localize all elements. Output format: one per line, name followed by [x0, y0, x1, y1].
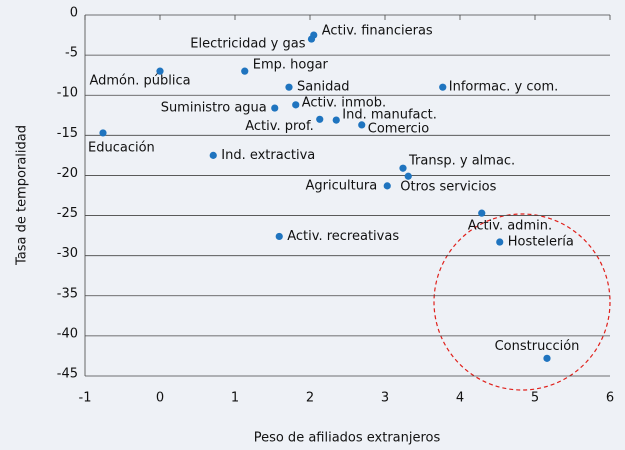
point	[292, 101, 300, 109]
y-tick-label: -35	[57, 286, 78, 301]
x-tick-label: 1	[231, 391, 239, 406]
point	[156, 67, 164, 75]
point-label: Transp. y almac.	[408, 154, 515, 169]
x-tick-label: 2	[306, 391, 314, 406]
y-tick-label: -5	[65, 46, 78, 61]
point-label: Hostelería	[508, 235, 574, 250]
point-label: Emp. hogar	[253, 58, 329, 73]
y-tick-label: -10	[57, 86, 78, 101]
point	[383, 182, 391, 190]
point-label: Ind. extractiva	[221, 148, 315, 163]
point	[275, 232, 283, 241]
point-label: Activ. financieras	[322, 24, 433, 39]
point	[543, 354, 551, 362]
x-tick-label: 3	[381, 391, 389, 406]
point-label: Activ. recreativas	[287, 229, 399, 244]
point-label: Suministro agua	[161, 101, 267, 116]
point	[404, 172, 412, 180]
x-tick-label: 0	[156, 391, 164, 406]
point	[285, 83, 293, 91]
y-tick-label: -25	[57, 206, 78, 221]
point-label: Sanidad	[297, 80, 350, 95]
point-label: Otros servicios	[400, 180, 496, 195]
y-tick-label: -40	[57, 326, 78, 341]
x-tick-label: -1	[79, 391, 92, 406]
point	[399, 164, 407, 172]
point	[332, 116, 340, 124]
point	[316, 115, 324, 123]
point-label: Activ. admin.	[468, 219, 552, 234]
point-label: Admón. pública	[89, 74, 190, 89]
point-label: Activ. prof.	[245, 119, 314, 134]
x-tick-label: 5	[531, 391, 539, 406]
point-label: Ind. manufact.	[342, 108, 437, 123]
y-tick-label: -20	[57, 166, 78, 181]
point	[496, 238, 504, 246]
point	[307, 35, 316, 43]
y-tick-label: -45	[57, 367, 78, 382]
x-tick-label: 6	[606, 391, 614, 406]
highlight-circle	[433, 213, 611, 391]
point-label: Construcción	[495, 339, 580, 354]
point-label: Comercio	[368, 121, 430, 136]
point	[439, 83, 447, 91]
point-label: Educación	[88, 140, 155, 155]
y-axis-title: Tasa de temporalidad	[15, 125, 30, 266]
x-axis-title: Peso de afiliados extranjeros	[254, 431, 441, 446]
point-label: Electricidad y gas	[190, 37, 305, 52]
y-tick-label: 0	[70, 6, 78, 21]
point	[478, 209, 486, 217]
point	[358, 121, 366, 129]
y-tick-label: -30	[57, 246, 78, 261]
y-tick-label: -15	[57, 126, 78, 141]
point-label: Activ. inmob.	[302, 95, 386, 110]
point	[99, 129, 107, 137]
point-label: Agricultura	[306, 178, 378, 193]
point-label: Informac. y com.	[449, 80, 558, 95]
point	[241, 67, 249, 75]
point	[209, 151, 217, 159]
point	[271, 104, 279, 112]
x-tick-label: 4	[456, 391, 464, 406]
